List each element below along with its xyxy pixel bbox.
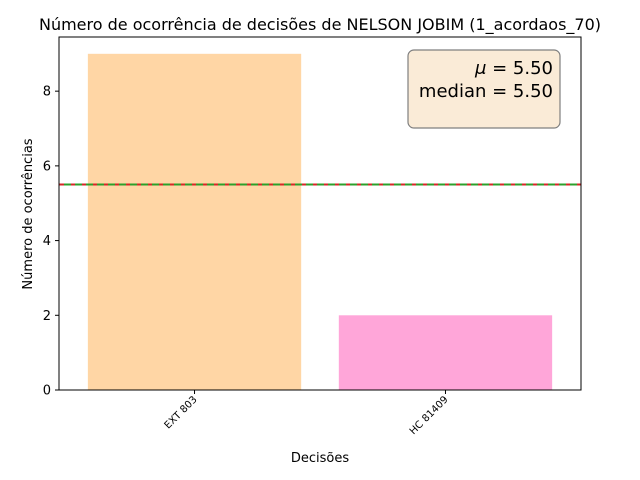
chart-title: Número de ocorrência de decisões de NELS… bbox=[39, 15, 601, 35]
y-tick-label: 0 bbox=[43, 384, 51, 399]
x-tick-label: EXT 803 bbox=[163, 394, 200, 431]
stats-box-background bbox=[407, 49, 561, 129]
y-tick-label: 8 bbox=[43, 85, 51, 100]
bars-layer bbox=[87, 53, 553, 391]
bar-ext-803 bbox=[87, 53, 302, 391]
median-stat: median = 5.50 bbox=[419, 81, 553, 102]
y-tick-label: 6 bbox=[43, 159, 51, 174]
x-axis-label: Decisões bbox=[291, 451, 349, 466]
y-tick-label: 4 bbox=[43, 234, 51, 249]
x-tick-label: HC 81409 bbox=[408, 394, 451, 437]
mean-symbol: μ bbox=[474, 58, 486, 79]
bar-hc-81409 bbox=[338, 315, 553, 390]
mean-stat: μ = 5.50 bbox=[474, 58, 553, 79]
y-tick-label: 2 bbox=[43, 309, 51, 324]
y-axis-label: Número de ocorrências bbox=[21, 138, 36, 289]
mean-value: = 5.50 bbox=[486, 58, 553, 79]
plot-frame bbox=[58, 36, 582, 391]
axes bbox=[58, 36, 582, 391]
stats-box: μ = 5.50 median = 5.50 bbox=[407, 49, 561, 129]
